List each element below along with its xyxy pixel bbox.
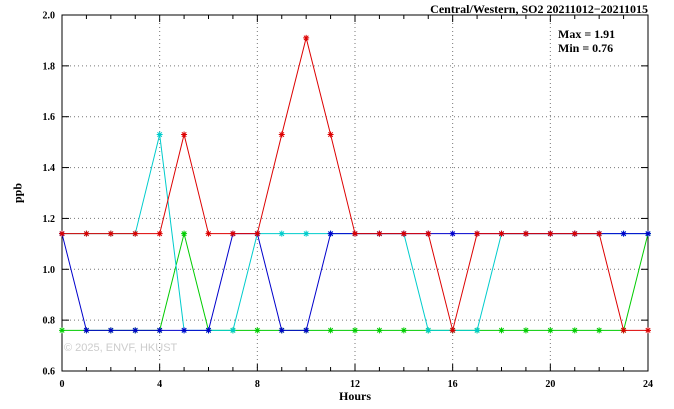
svg-text:1.2: 1.2: [43, 214, 56, 225]
svg-text:12: 12: [350, 379, 360, 390]
svg-text:20: 20: [545, 379, 555, 390]
svg-text:4: 4: [157, 379, 162, 390]
svg-text:1.6: 1.6: [43, 112, 56, 123]
max-value-label: Max = 1.91: [558, 27, 616, 41]
chart-title: Central/Western, SO2 20211012−20211015: [430, 2, 648, 16]
svg-text:16: 16: [448, 379, 458, 390]
svg-text:1.0: 1.0: [43, 265, 56, 276]
min-value-label: Min = 0.76: [558, 41, 614, 55]
svg-text:1.8: 1.8: [43, 61, 56, 72]
svg-text:0: 0: [60, 379, 65, 390]
svg-text:0.6: 0.6: [43, 367, 56, 378]
svg-text:0.8: 0.8: [43, 316, 56, 327]
svg-text:8: 8: [255, 379, 260, 390]
stats-annotation: Max = 1.91 Min = 0.76: [558, 27, 615, 55]
svg-text:2.0: 2.0: [43, 11, 56, 22]
watermark-text: © 2025, ENVF, HKUST: [64, 342, 178, 354]
svg-text:1.4: 1.4: [43, 163, 56, 174]
svg-text:24: 24: [643, 379, 653, 390]
y-axis-label: ppb: [10, 182, 25, 204]
x-axis-label: Hours: [338, 389, 372, 403]
